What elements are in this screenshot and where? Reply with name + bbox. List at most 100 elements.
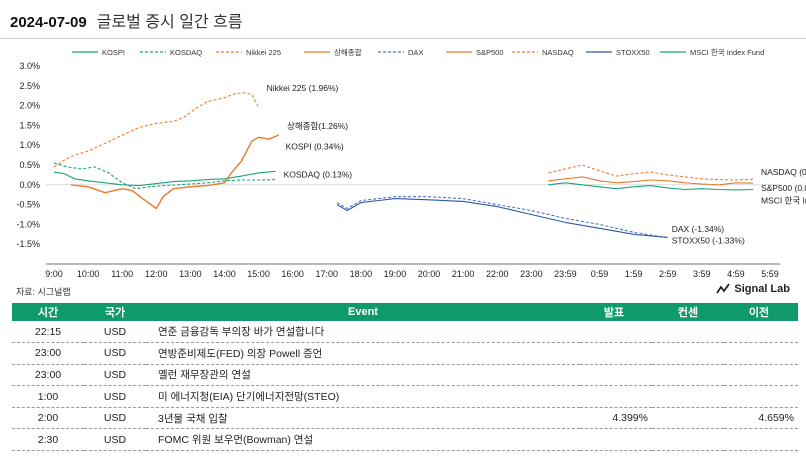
- series-line: [53, 162, 276, 190]
- table-row: 23:00 USD 옐런 재무장관의 연설: [12, 364, 798, 387]
- x-tick-label: 5:59: [761, 269, 779, 279]
- series-line: [336, 198, 668, 238]
- series-line: [53, 170, 276, 187]
- col-header-prior: 이전: [724, 303, 798, 321]
- page-title: 글로벌 증시 일간 흐름: [96, 14, 243, 31]
- x-tick-label: 0:59: [591, 269, 609, 279]
- event-name: 연준 금융감독 부의장 바가 연설합니다: [146, 321, 580, 344]
- y-tick-label: 2.5%: [19, 81, 40, 91]
- x-tick-label: 14:00: [213, 269, 236, 279]
- event-prior: [724, 321, 798, 344]
- legend-label: MSCI 한국 Index Fund: [690, 48, 764, 57]
- x-tick-label: 18:00: [350, 269, 373, 279]
- market-line-chart: KOSPI KOSDAQ Nikkei 225 상해종합 DAX S&P500 NASDAQ…: [16, 47, 806, 279]
- x-tick-label: 13:00: [179, 269, 202, 279]
- x-tick-label: 4:59: [727, 269, 745, 279]
- event-name: 미 에너지청(EIA) 단기에너지전망(STEO): [146, 385, 580, 408]
- x-tick-label: 23:59: [554, 269, 577, 279]
- y-tick-label: 1.5%: [19, 120, 40, 130]
- event-country: USD: [84, 385, 146, 408]
- event-prior: 4.659%: [724, 407, 798, 430]
- x-tick-label: 17:00: [315, 269, 338, 279]
- event-name: 옐런 재무장관의 연설: [146, 364, 580, 387]
- legend-label: NASDAQ: [542, 48, 574, 57]
- y-tick-label: 0.5%: [19, 160, 40, 170]
- brand: Signal Lab: [716, 283, 790, 295]
- col-header-actual: 발표: [580, 303, 652, 321]
- event-name: FOMC 위원 보우먼(Bowman) 연설: [146, 428, 580, 452]
- chart-legend: KOSPI KOSDAQ Nikkei 225 상해종합 DAX S&P500 NASDAQ…: [72, 47, 764, 57]
- series-end-labels: KOSPI (0.34%) KOSDAQ (0.13%) Nikkei 225 (1…: [267, 83, 806, 245]
- event-time: 23:00: [12, 364, 84, 387]
- event-actual: [580, 321, 652, 344]
- event-country: USD: [84, 428, 146, 452]
- event-actual: [580, 428, 652, 452]
- series-end-label: Nikkei 225 (1.96%): [267, 83, 339, 93]
- event-time: 22:15: [12, 321, 84, 344]
- event-prior: [724, 342, 798, 365]
- event-time: 2:30: [12, 428, 84, 452]
- x-tick-label: 20:00: [418, 269, 441, 279]
- brand-name: Signal Lab: [734, 283, 790, 295]
- series-line: [336, 196, 668, 239]
- x-tick-label: 21:00: [452, 269, 475, 279]
- x-tick-label: 3:59: [693, 269, 711, 279]
- x-tick-label: 2:59: [659, 269, 677, 279]
- y-tick-label: 0.0%: [19, 180, 40, 190]
- event-prior: [724, 385, 798, 408]
- chart-line-icon: [716, 283, 731, 294]
- table-header-row: 시간 국가 Event 발표 컨센 이전: [12, 303, 798, 321]
- col-header-time: 시간: [12, 303, 84, 321]
- report-date: 2024-07-09: [10, 14, 87, 31]
- series-end-label: KOSPI (0.34%): [286, 141, 344, 151]
- y-tick-label: 1.0%: [19, 140, 40, 150]
- event-time: 2:00: [12, 407, 84, 430]
- event-actual: 4.399%: [580, 407, 652, 430]
- legend-label: Nikkei 225: [246, 48, 281, 57]
- event-prior: [724, 428, 798, 452]
- legend-label: KOSPI: [102, 48, 125, 57]
- x-tick-label: 10:00: [77, 269, 100, 279]
- event-name: 3년물 국채 입찰: [146, 407, 580, 430]
- series-end-label: 상해종합(1.26%): [287, 121, 348, 131]
- event-country: USD: [84, 342, 146, 365]
- x-tick-label: 16:00: [281, 269, 304, 279]
- x-tick-label: 23:00: [520, 269, 543, 279]
- series-line: [548, 164, 754, 181]
- legend-label: KOSDAQ: [170, 48, 202, 57]
- series-end-label: DAX (-1.34%): [672, 224, 725, 234]
- x-tick-label: 9:00: [45, 269, 63, 279]
- series-line: [548, 182, 754, 191]
- event-prior: [724, 364, 798, 387]
- event-actual: [580, 364, 652, 387]
- x-tick-label: 15:00: [247, 269, 270, 279]
- event-consensus: [652, 385, 724, 408]
- event-time: 23:00: [12, 342, 84, 365]
- series-line: [70, 134, 280, 210]
- chart-footer: 자료: 시그널랩 Signal Lab: [0, 282, 806, 302]
- event-country: USD: [84, 407, 146, 430]
- series-end-label: S&P500 (0.07%): [761, 183, 806, 193]
- event-time: 1:00: [12, 385, 84, 408]
- y-tick-label: 3.0%: [19, 61, 40, 71]
- y-tick-label: 2.0%: [19, 101, 40, 111]
- event-consensus: [652, 428, 724, 452]
- x-tick-label: 11:00: [111, 269, 133, 279]
- col-header-consensus: 컨센: [652, 303, 724, 321]
- legend-label: STOXX50: [616, 48, 650, 57]
- title-bar: 2024-07-09 글로벌 증시 일간 흐름: [10, 8, 243, 34]
- x-tick-label: 22:00: [486, 269, 509, 279]
- y-tick-label: -0.5%: [16, 200, 40, 210]
- economic-events-table: 시간 국가 Event 발표 컨센 이전 22:15 USD 연준 금융감독 부의장…: [12, 303, 798, 452]
- series-line: [53, 92, 260, 168]
- series-end-label: MSCI 한국 Index Fund (-0.12%): [761, 196, 806, 206]
- y-tick-label: -1.0%: [16, 219, 40, 229]
- legend-label: DAX: [408, 48, 423, 57]
- table-row: 23:00 USD 연방준비제도(FED) 의장 Powell 증언: [12, 342, 798, 365]
- table-row: 2:30 USD FOMC 위원 보우먼(Bowman) 연설: [12, 428, 798, 452]
- event-actual: [580, 385, 652, 408]
- event-country: USD: [84, 321, 146, 344]
- event-name: 연방준비제도(FED) 의장 Powell 증언: [146, 342, 580, 365]
- plot-area: [53, 92, 754, 239]
- col-header-country: 국가: [84, 303, 146, 321]
